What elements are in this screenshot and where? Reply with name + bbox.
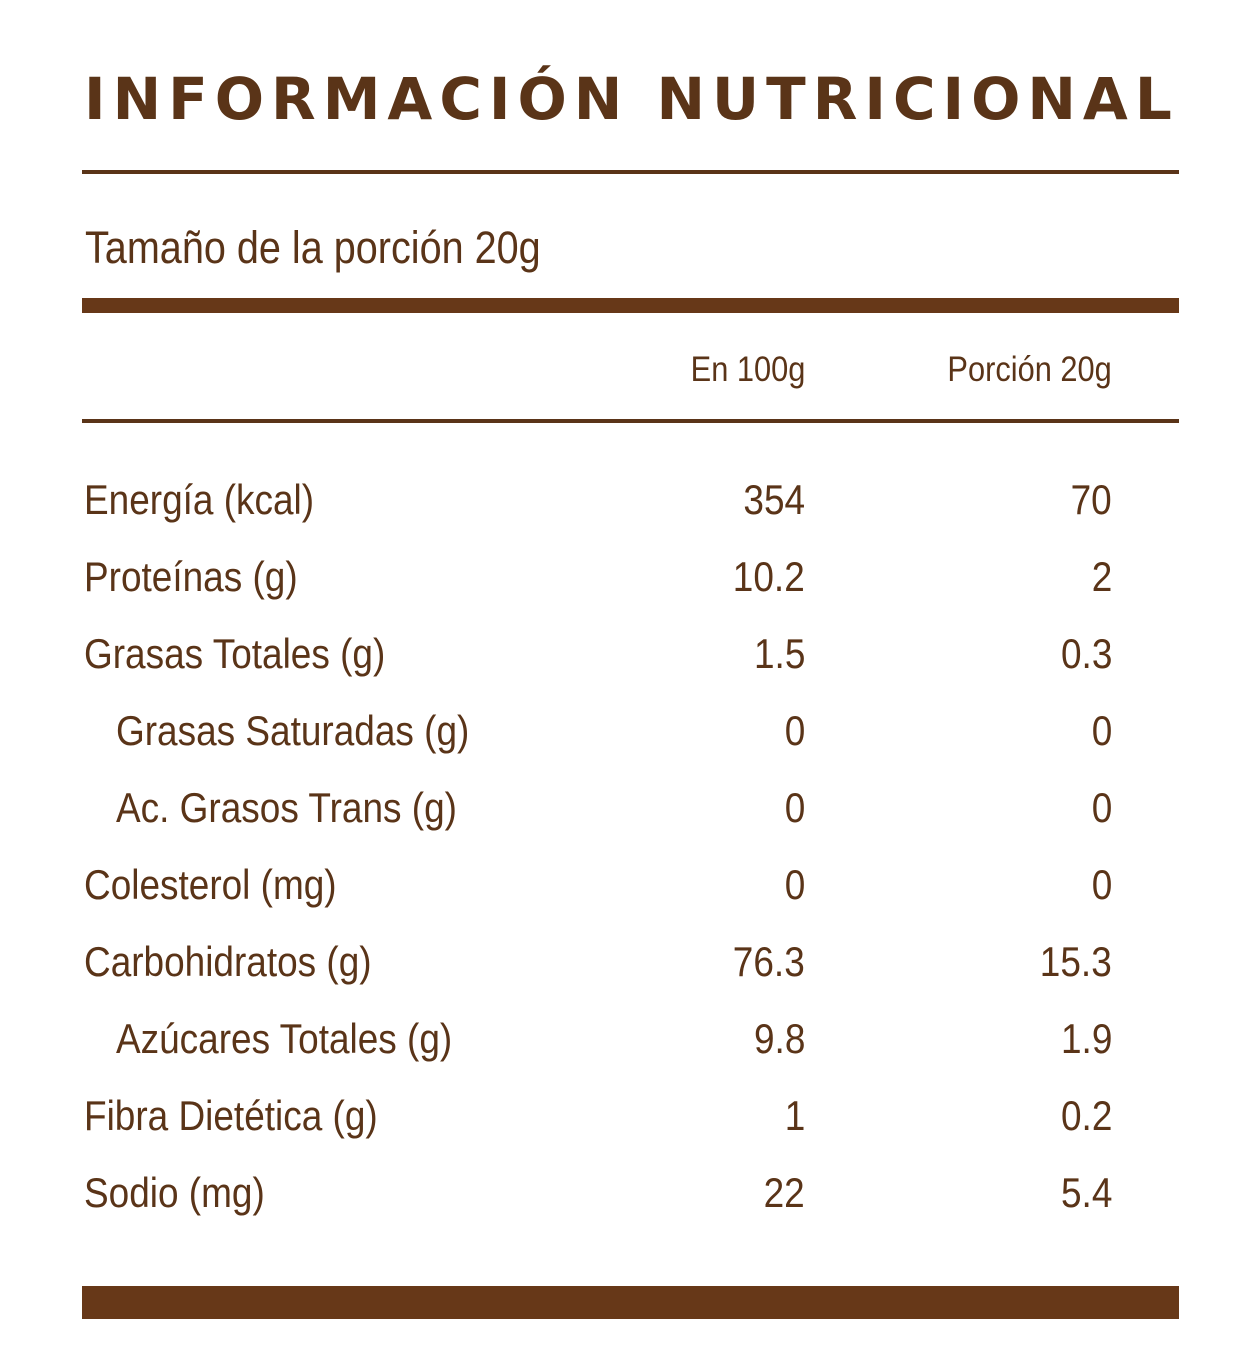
value-per-100g: 0 [784,707,805,754]
nutrient-label: Ac. Grasos Trans (g) [116,784,457,831]
column-header-per-serving: Porción 20g [947,350,1112,389]
value-per-serving: 5.4 [1060,1169,1112,1216]
nutrient-row-total-fat: Grasas Totales (g) 1.5 0.3 [82,615,1179,692]
nutrient-label: Colesterol (mg) [84,861,337,908]
value-per-100g: 76.3 [733,938,805,985]
value-per-100g: 354 [743,476,805,523]
value-per-100g: 9.8 [753,1015,805,1062]
nutrient-row-carbohydrates: Carbohidratos (g) 76.3 15.3 [82,923,1179,1000]
value-per-serving: 70 [1070,476,1112,523]
value-per-100g: 22 [763,1169,805,1216]
value-per-100g: 1 [784,1092,805,1139]
nutrient-table: Energía (kcal) 354 70 Proteínas (g) 10.2… [82,461,1179,1231]
column-header-per-100g: En 100g [690,350,805,389]
nutrition-facts-panel: INFORMACIÓN NUTRICIONAL Tamaño de la por… [82,0,1179,1370]
nutrient-label: Grasas Saturadas (g) [116,707,470,754]
serving-size: Tamaño de la porción 20g [85,222,541,273]
bottom-bar [82,1286,1179,1319]
value-per-100g: 10.2 [733,553,805,600]
nutrient-label: Energía (kcal) [84,476,315,523]
value-per-serving: 0 [1091,784,1112,831]
nutrient-row-cholesterol: Colesterol (mg) 0 0 [82,846,1179,923]
value-per-serving: 1.9 [1060,1015,1112,1062]
value-per-serving: 0.2 [1060,1092,1112,1139]
nutrient-row-energy: Energía (kcal) 354 70 [82,461,1179,538]
title-divider [82,170,1179,174]
nutrient-label: Fibra Dietética (g) [84,1092,378,1139]
nutrient-label: Proteínas (g) [84,553,298,600]
nutrient-row-trans-fat: Ac. Grasos Trans (g) 0 0 [82,769,1179,846]
header-divider [82,419,1179,423]
nutrient-row-sodium: Sodio (mg) 22 5.4 [82,1154,1179,1231]
value-per-100g: 0 [784,784,805,831]
nutrient-label: Sodio (mg) [84,1169,265,1216]
value-per-100g: 1.5 [753,630,805,677]
value-per-100g: 0 [784,861,805,908]
nutrition-title: INFORMACIÓN NUTRICIONAL [84,65,1179,133]
nutrient-row-protein: Proteínas (g) 10.2 2 [82,538,1179,615]
nutrient-row-dietary-fiber: Fibra Dietética (g) 1 0.2 [82,1077,1179,1154]
value-per-serving: 0 [1091,861,1112,908]
serving-divider [82,298,1179,313]
nutrient-label: Grasas Totales (g) [84,630,386,677]
value-per-serving: 0.3 [1060,630,1112,677]
nutrient-label: Carbohidratos (g) [84,938,372,985]
value-per-serving: 2 [1091,553,1112,600]
value-per-serving: 15.3 [1040,938,1112,985]
nutrient-row-total-sugars: Azúcares Totales (g) 9.8 1.9 [82,1000,1179,1077]
nutrient-label: Azúcares Totales (g) [116,1015,453,1062]
nutrient-row-saturated-fat: Grasas Saturadas (g) 0 0 [82,692,1179,769]
value-per-serving: 0 [1091,707,1112,754]
